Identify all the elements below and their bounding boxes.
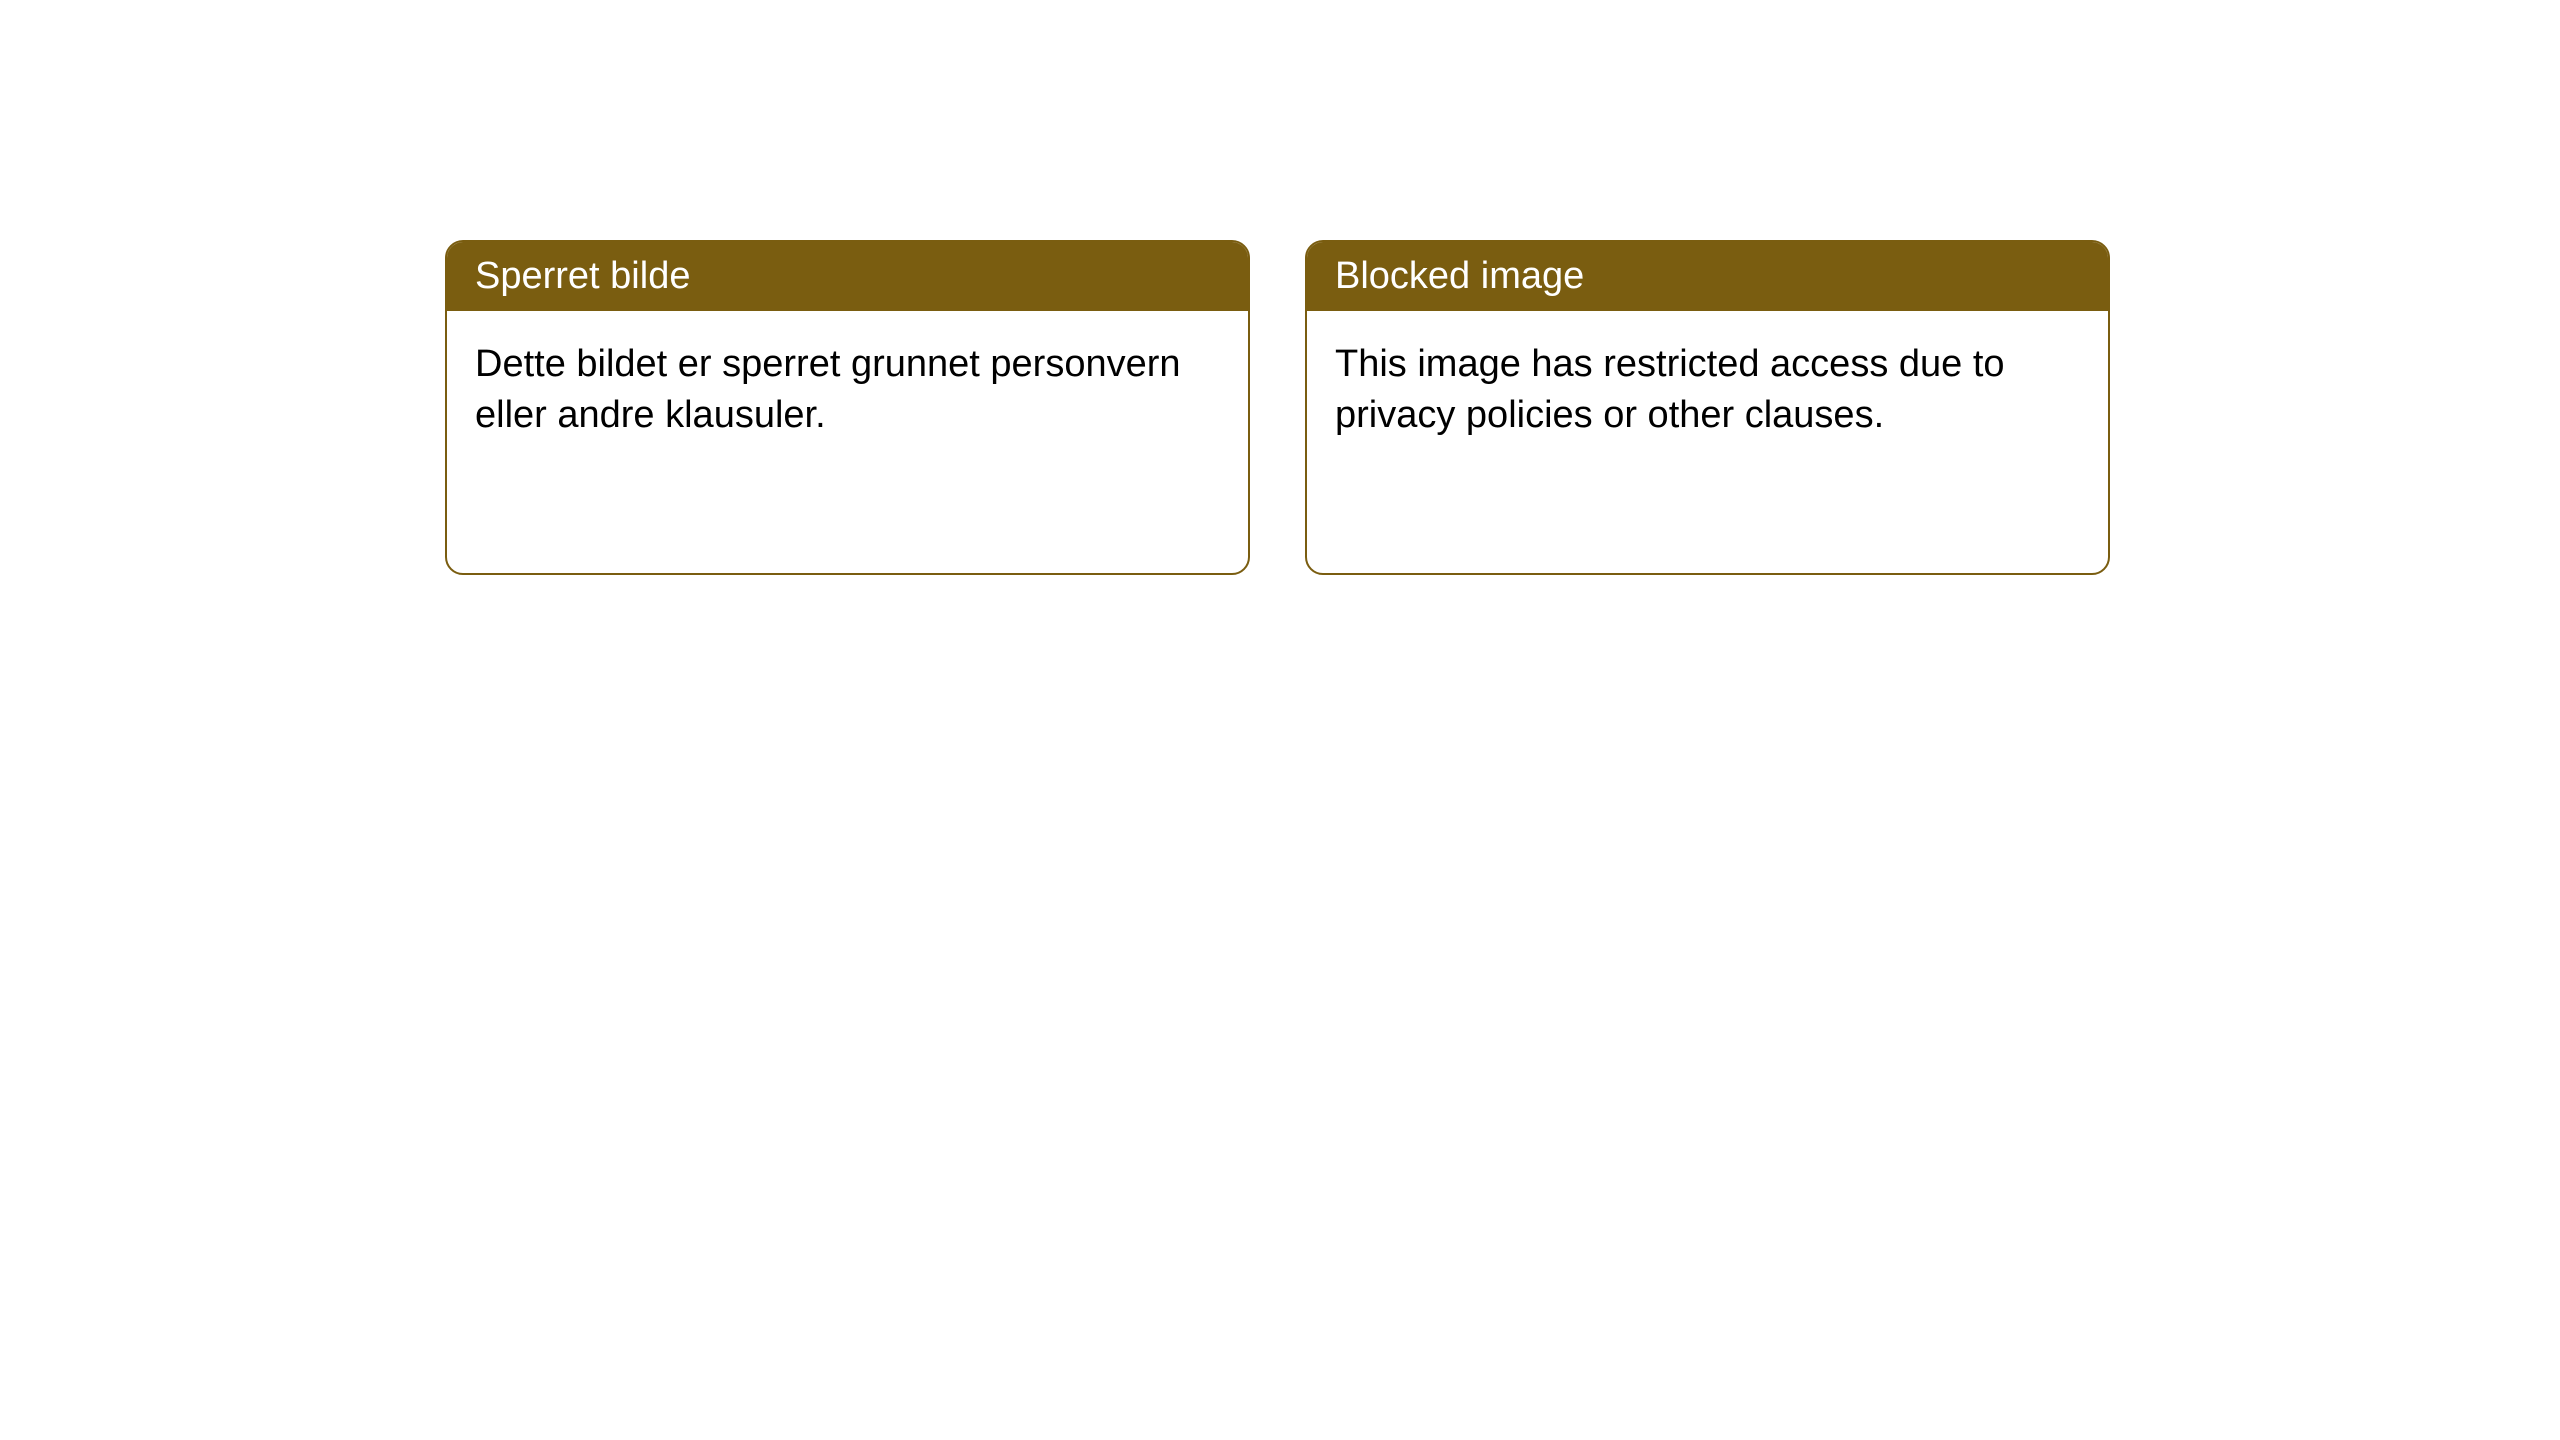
blocked-card-body-no: Dette bildet er sperret grunnet personve… (447, 311, 1248, 470)
blocked-card-title-no: Sperret bilde (447, 242, 1248, 311)
blocked-card-body-en: This image has restricted access due to … (1307, 311, 2108, 470)
blocked-image-notice-container: Sperret bilde Dette bildet er sperret gr… (445, 240, 2110, 575)
blocked-card-title-en: Blocked image (1307, 242, 2108, 311)
blocked-card-en: Blocked image This image has restricted … (1305, 240, 2110, 575)
blocked-card-no: Sperret bilde Dette bildet er sperret gr… (445, 240, 1250, 575)
